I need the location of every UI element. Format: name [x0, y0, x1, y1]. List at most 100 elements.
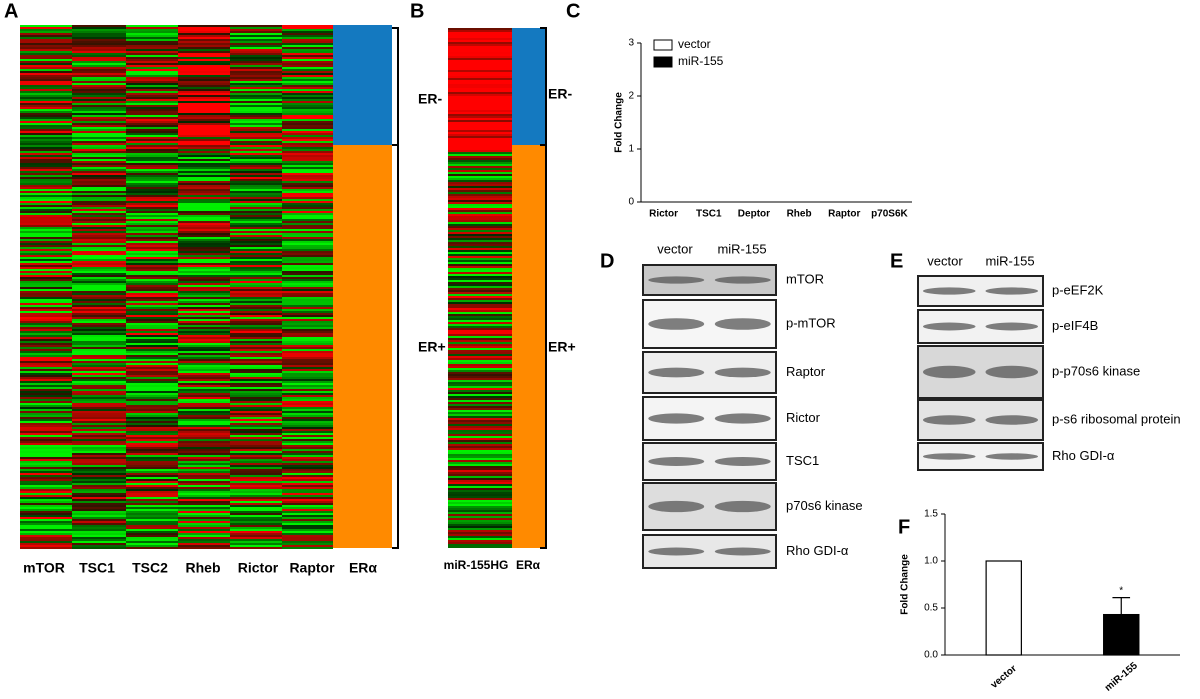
heatmap-row	[230, 249, 282, 251]
heatmap-row	[282, 143, 333, 145]
heatmap-row	[126, 373, 178, 375]
heatmap-row	[178, 333, 230, 335]
heatmap-row	[20, 315, 72, 317]
heatmap-row	[230, 271, 282, 273]
heatmap-row	[282, 317, 333, 319]
heatmap-row	[448, 262, 512, 264]
heatmap-row	[126, 71, 178, 73]
heatmap-row	[282, 379, 333, 381]
heatmap-row	[20, 445, 72, 447]
heatmap-row	[448, 494, 512, 496]
heatmap-row	[282, 345, 333, 347]
heatmap-row	[20, 321, 72, 323]
heatmap-row	[20, 337, 72, 339]
heatmap-row	[178, 49, 230, 51]
heatmap-row	[448, 434, 512, 436]
heatmap-row	[178, 29, 230, 31]
heatmap-row	[282, 241, 333, 243]
heatmap-row	[20, 127, 72, 129]
heatmap-row	[448, 318, 512, 320]
heatmap-row	[230, 73, 282, 75]
heatmap-row	[178, 463, 230, 465]
heatmap-row	[72, 185, 126, 187]
heatmap-row	[282, 283, 333, 285]
heatmap-row	[230, 61, 282, 63]
heatmap-row	[20, 237, 72, 239]
heatmap-row	[126, 433, 178, 435]
significance: *	[894, 0, 898, 6]
heatmap-row	[126, 509, 178, 511]
heatmap-row	[178, 89, 230, 91]
heatmap-row	[126, 209, 178, 211]
heatmap-row	[72, 423, 126, 425]
heatmap-row	[448, 418, 512, 420]
heatmap-row	[72, 435, 126, 437]
significance: *	[668, 0, 672, 6]
heatmap-row	[282, 85, 333, 87]
heatmap-row	[178, 165, 230, 167]
heatmap-row	[178, 245, 230, 247]
heatmap-row	[72, 167, 126, 169]
heatmap-row	[126, 449, 178, 451]
heatmap-row	[230, 233, 282, 235]
heatmap-row	[20, 419, 72, 421]
heatmap-row	[178, 97, 230, 99]
heatmap-row	[282, 229, 333, 231]
heatmap-row	[72, 75, 126, 77]
heatmap-row	[448, 514, 512, 516]
heatmap-row	[282, 543, 333, 545]
heatmap-row	[126, 339, 178, 341]
heatmap-row	[178, 279, 230, 281]
heatmap-row	[126, 243, 178, 245]
heatmap-row	[282, 67, 333, 69]
heatmap-row	[126, 159, 178, 161]
heatmap-row	[178, 117, 230, 119]
heatmap-row	[126, 479, 178, 481]
heatmap-row	[72, 227, 126, 229]
heatmap-row	[20, 171, 72, 173]
heatmap-row	[126, 507, 178, 509]
heatmap-row	[282, 45, 333, 47]
heatmap-row	[178, 543, 230, 545]
heatmap-row	[282, 63, 333, 65]
heatmap-row	[20, 417, 72, 419]
heatmap-row	[448, 472, 512, 474]
heatmap-row	[20, 159, 72, 161]
heatmap-row	[178, 337, 230, 339]
band	[648, 318, 705, 330]
heatmap-row	[230, 531, 282, 533]
heatmap-row	[282, 327, 333, 329]
heatmap-row	[178, 43, 230, 45]
heatmap-row	[448, 114, 512, 116]
heatmap-row	[282, 387, 333, 389]
heatmap-row	[20, 169, 72, 171]
heatmap-row	[282, 331, 333, 333]
heatmap-row	[178, 95, 230, 97]
heatmap-row	[20, 543, 72, 545]
heatmap-row	[72, 207, 126, 209]
heatmap-row	[230, 545, 282, 547]
heatmap-row	[126, 171, 178, 173]
heatmap-row	[126, 427, 178, 429]
heatmap-row	[72, 117, 126, 119]
heatmap-row	[230, 443, 282, 445]
heatmap-row	[178, 65, 230, 67]
heatmap-row	[230, 113, 282, 115]
band	[985, 453, 1038, 460]
heatmap-row	[448, 42, 512, 44]
heatmap-row	[126, 393, 178, 395]
heatmap-row	[126, 375, 178, 377]
heatmap-row	[20, 391, 72, 393]
heatmap-row	[282, 53, 333, 55]
heatmap-row	[230, 221, 282, 223]
heatmap-row	[230, 219, 282, 221]
heatmap-row	[126, 289, 178, 291]
heatmap-row	[230, 417, 282, 419]
heatmap-row	[448, 134, 512, 136]
heatmap-row	[448, 344, 512, 346]
heatmap-row	[20, 31, 72, 33]
heatmap-row	[448, 168, 512, 170]
heatmap-row	[178, 445, 230, 447]
heatmap-row	[230, 319, 282, 321]
heatmap-row	[178, 277, 230, 279]
